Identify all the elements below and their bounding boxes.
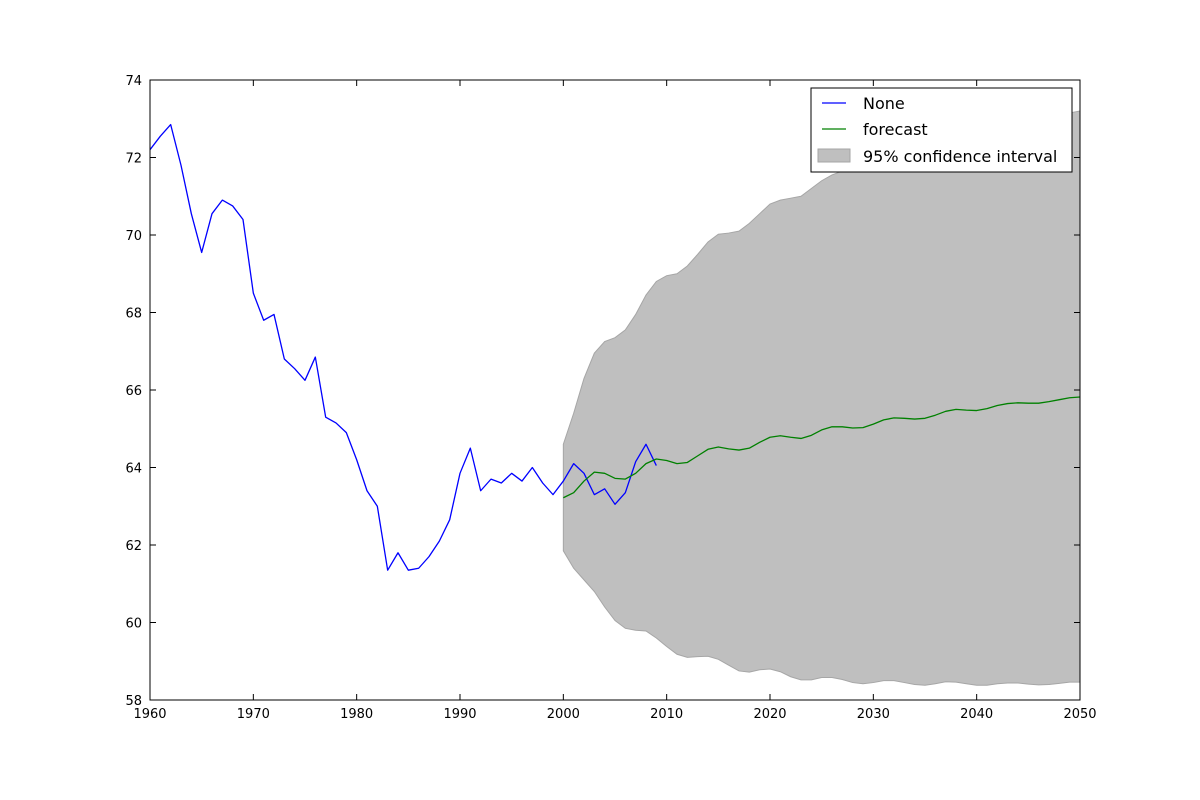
x-tick-label: 2050 bbox=[1063, 707, 1096, 722]
legend-box bbox=[810, 87, 1073, 173]
x-tick-label: 2040 bbox=[960, 707, 993, 722]
y-tick-label: 72 bbox=[125, 152, 142, 167]
x-tick-label: 1960 bbox=[133, 707, 166, 722]
legend-swatch-confidence-interval bbox=[817, 148, 851, 163]
observed-series-line bbox=[150, 123, 657, 571]
y-tick-label: 68 bbox=[125, 307, 142, 322]
legend-label-forecast: forecast bbox=[863, 120, 928, 139]
y-tick-label: 58 bbox=[125, 694, 142, 709]
x-tick-label: 1990 bbox=[443, 707, 476, 722]
series-lines bbox=[150, 123, 1080, 571]
x-tick-label: 2020 bbox=[753, 707, 786, 722]
x-tick-label: 2010 bbox=[650, 707, 683, 722]
plot-area bbox=[562, 110, 1080, 686]
forecast-series-line bbox=[563, 396, 1080, 499]
y-tick-label: 74 bbox=[125, 74, 142, 89]
x-tick-label: 1970 bbox=[237, 707, 270, 722]
x-tick-label: 2000 bbox=[547, 707, 580, 722]
y-tick-label: 64 bbox=[125, 462, 142, 477]
y-axis: 58 60 62 64 66 68 70 72 74 bbox=[125, 74, 1080, 709]
legend-label-none: None bbox=[863, 94, 905, 113]
y-tick-label: 62 bbox=[125, 539, 142, 554]
legend: None forecast 95% confidence interval bbox=[810, 87, 1073, 173]
x-axis: 1960 1970 1980 1990 2000 2010 2020 2030 2040 2050 bbox=[133, 80, 1097, 722]
y-tick-label: 70 bbox=[125, 229, 142, 244]
y-tick-label: 66 bbox=[125, 384, 142, 399]
y-tick-label: 60 bbox=[125, 617, 142, 632]
legend-label-confidence-interval: 95% confidence interval bbox=[863, 147, 1057, 166]
confidence-interval-band bbox=[562, 110, 1080, 686]
x-tick-label: 2030 bbox=[857, 707, 890, 722]
x-tick-label: 1980 bbox=[340, 707, 373, 722]
